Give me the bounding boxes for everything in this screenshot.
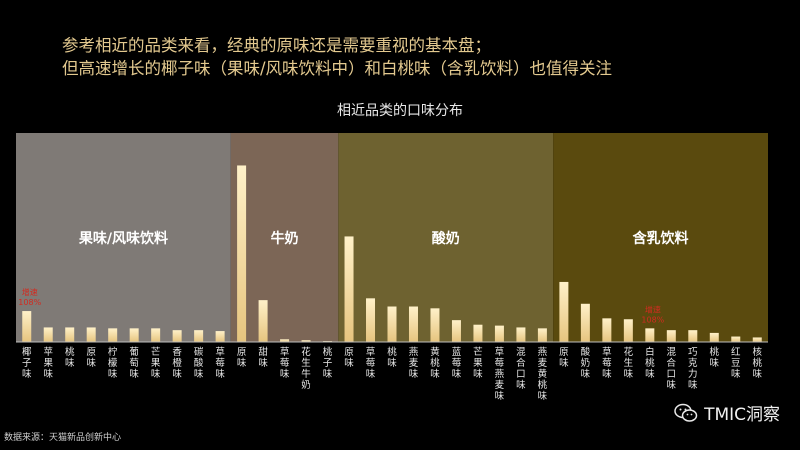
- bar-0-0: [22, 311, 32, 342]
- group-label-0: 果味/风味饮料: [78, 230, 168, 247]
- tick-label-3-6: 巧克力味: [688, 347, 698, 391]
- tick-label-2-5: 蓝莓味: [452, 346, 462, 380]
- bar-3-9: [752, 337, 762, 342]
- tick-label-0-0: 椰子味: [22, 346, 32, 380]
- chart-title: 相近品类的口味分布: [337, 103, 463, 119]
- tick-label-2-6: 芒果味: [473, 346, 483, 380]
- bar-0-6: [151, 328, 161, 342]
- group-background-0: [16, 133, 231, 342]
- tick-label-2-4: 黄桃味: [430, 346, 440, 380]
- tick-label-3-7: 桃味: [710, 346, 720, 369]
- bar-3-3: [623, 319, 633, 342]
- bar-3-5: [666, 330, 676, 342]
- bar-1-3: [301, 340, 311, 342]
- tick-label-1-4: 桃子味: [323, 346, 333, 380]
- tick-label-3-1: 酸奶味: [581, 346, 591, 380]
- bar-2-5: [451, 320, 461, 342]
- tick-label-0-6: 芒果味: [151, 346, 161, 380]
- bar-0-8: [194, 330, 204, 342]
- bar-0-1: [43, 327, 53, 342]
- annotation-value-0: 108%: [18, 298, 41, 307]
- bar-1-1: [258, 300, 268, 342]
- tick-label-0-3: 原味: [86, 347, 96, 369]
- bar-3-4: [645, 328, 655, 342]
- tick-label-2-9: 燕麦黄桃味: [538, 346, 548, 402]
- bar-2-6: [473, 324, 483, 342]
- bar-0-2: [65, 327, 75, 342]
- bar-3-2: [602, 318, 612, 342]
- tick-label-2-0: 原味: [344, 347, 354, 369]
- bar-2-0: [344, 236, 354, 342]
- tick-label-0-4: 柠檬味: [108, 346, 118, 380]
- bar-0-9: [215, 331, 225, 342]
- tick-label-2-3: 燕麦味: [409, 346, 419, 380]
- tick-label-0-2: 桃味: [65, 346, 75, 369]
- tick-label-1-2: 草莓味: [280, 346, 290, 380]
- data-source: 数据来源：天猫新品创新中心: [4, 433, 122, 443]
- group-label-1: 牛奶: [271, 230, 299, 247]
- brand-watermark: TMIC洞察: [674, 400, 780, 425]
- tick-label-0-8: 碳酸味: [194, 346, 204, 380]
- group-label-2: 酸奶: [432, 230, 460, 247]
- bar-2-3: [408, 306, 418, 342]
- bar-0-3: [86, 327, 96, 342]
- tick-label-0-9: 草莓味: [215, 346, 225, 380]
- bar-1-0: [237, 165, 247, 342]
- bar-3-6: [688, 330, 698, 342]
- tick-label-2-7: 草莓燕麦味: [495, 346, 505, 402]
- tick-label-2-1: 草莓味: [366, 346, 376, 380]
- group-label-3: 含乳饮料: [633, 230, 689, 247]
- tick-label-3-4: 白桃味: [645, 346, 655, 380]
- bar-3-8: [731, 336, 741, 342]
- tick-label-0-1: 苹果味: [43, 346, 53, 380]
- tick-label-1-0: 原味: [237, 347, 247, 369]
- bar-2-1: [366, 298, 376, 342]
- group-background-1: [230, 133, 339, 342]
- tick-label-3-0: 原味: [559, 347, 569, 369]
- bar-2-9: [537, 328, 547, 342]
- bar-2-2: [387, 306, 397, 342]
- bar-0-5: [129, 328, 139, 342]
- tick-label-0-7: 香橙味: [172, 347, 182, 380]
- bar-3-0: [559, 281, 569, 342]
- tick-label-3-5: 混合口味: [667, 347, 677, 391]
- tick-label-3-3: 花生味: [624, 346, 634, 380]
- bar-1-2: [280, 339, 290, 342]
- headline-line-1: 参考相近的品类来看，经典的原味还是需要重视的基本盘；: [62, 36, 491, 55]
- annotation-label-1: 增速: [645, 304, 661, 314]
- annotation-value-1: 108%: [641, 315, 664, 324]
- annotation-label-0: 增速: [22, 287, 38, 297]
- bar-0-7: [172, 330, 182, 342]
- tick-label-2-2: 桃味: [387, 346, 397, 369]
- tick-label-1-1: 甜味: [258, 346, 268, 369]
- tick-label-3-9: 核桃味: [752, 346, 762, 380]
- tick-label-3-2: 草莓味: [602, 346, 612, 380]
- brand-name: TMIC洞察: [704, 405, 780, 425]
- bar-3-1: [580, 303, 590, 342]
- headline: 参考相近的品类来看，经典的原味还是需要重视的基本盘； 但高速增长的椰子味（果味/…: [62, 34, 782, 80]
- tick-label-1-3: 花生牛奶: [301, 346, 311, 391]
- bar-2-7: [494, 325, 504, 342]
- bar-2-8: [516, 327, 526, 342]
- tick-label-2-8: 混合口味: [516, 347, 526, 391]
- wechat-icon: [674, 403, 698, 422]
- headline-line-2: 但高速增长的椰子味（果味/风味饮料中）和白桃味（含乳饮料）也值得关注: [62, 59, 613, 78]
- tick-label-3-8: 红豆味: [731, 346, 741, 380]
- bar-3-7: [709, 332, 719, 342]
- bar-0-4: [108, 328, 118, 342]
- tick-label-0-5: 葡萄味: [129, 346, 139, 380]
- bar-2-4: [430, 308, 440, 342]
